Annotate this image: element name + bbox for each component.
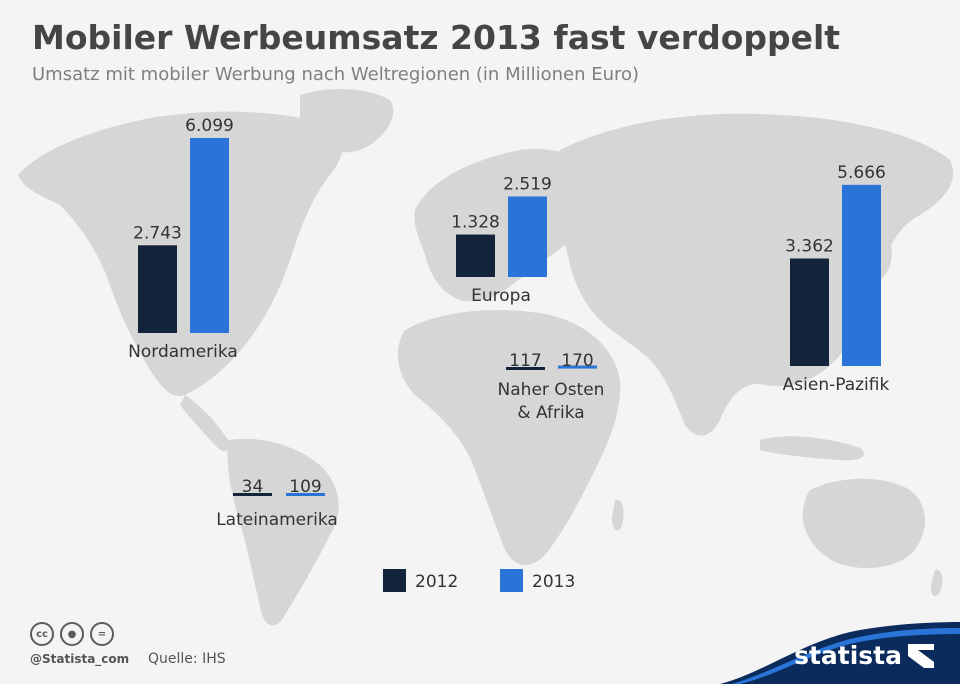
credit-handle: @Statista_com	[30, 652, 130, 666]
bar-2012-2	[506, 367, 545, 370]
nd-icon: =	[90, 622, 114, 646]
bar-2012-0	[138, 245, 177, 333]
bar-2013-3	[286, 493, 325, 496]
legend-label-2012: 2012	[415, 572, 458, 592]
source-note: Quelle: IHS	[148, 651, 226, 667]
value-label-2013-0: 6.099	[185, 116, 234, 136]
value-label-2012-2: 117	[509, 351, 541, 371]
value-label-2013-1: 2.519	[503, 174, 552, 194]
by-icon: ●	[60, 622, 84, 646]
value-label-2013-2: 170	[561, 351, 593, 371]
category-label-4: Asien-Pazifik	[783, 375, 890, 395]
bar-2012-1	[456, 234, 495, 277]
value-label-2012-1: 1.328	[451, 213, 500, 233]
license-icons: cc ● =	[30, 622, 114, 646]
legend-swatch-2012	[383, 569, 406, 592]
legend-swatch-2013	[500, 569, 523, 592]
brand-wave	[720, 622, 960, 684]
page-title: Mobiler Werbeumsatz 2013 fast verdoppelt	[32, 18, 841, 57]
category-label-1: Europa	[471, 286, 531, 306]
category-label-2-0: Naher Osten	[498, 380, 605, 400]
statista-logo: statista	[794, 641, 902, 670]
category-label-2-1: & Afrika	[517, 403, 584, 423]
value-label-2013-3: 109	[289, 477, 321, 497]
category-label-3: Lateinamerika	[216, 510, 338, 530]
bar-2013-1	[508, 196, 547, 277]
value-label-2012-3: 34	[242, 477, 264, 497]
bar-2013-2	[558, 365, 597, 369]
category-label-0: Nordamerika	[128, 342, 238, 362]
value-label-2012-4: 3.362	[785, 237, 834, 257]
value-label-2012-0: 2.743	[133, 223, 182, 243]
legend-label-2013: 2013	[532, 572, 575, 592]
cc-icon: cc	[30, 622, 54, 646]
bar-2013-4	[842, 184, 881, 366]
value-label-2013-4: 5.666	[837, 163, 886, 183]
statista-logo-icon	[908, 644, 934, 668]
bar-2012-3	[233, 493, 272, 496]
page-subtitle: Umsatz mit mobiler Werbung nach Weltregi…	[32, 64, 640, 85]
bar-2013-0	[190, 138, 229, 333]
bar-2012-4	[790, 258, 829, 366]
